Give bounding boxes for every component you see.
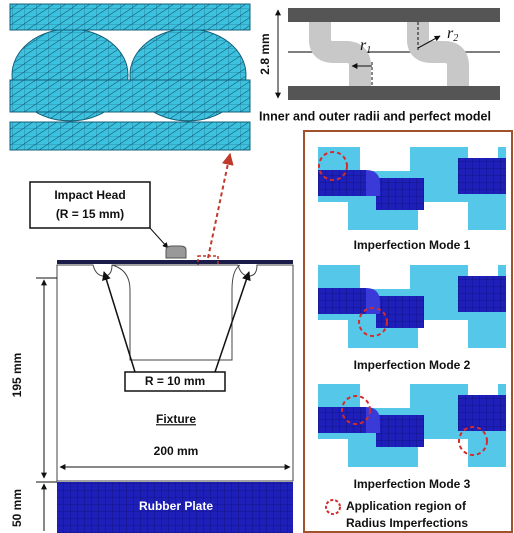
zoom-connector — [208, 154, 230, 258]
r-subscript: 2 — [453, 33, 458, 44]
impact-head-label: Impact Head — [54, 188, 125, 202]
mode-image — [318, 377, 506, 474]
impact-head — [166, 246, 186, 258]
page: {"perfect_model": {"thickness_label": "2… — [0, 0, 514, 533]
body: r1 r2 2.8 mm Inner and outer radii and p… — [0, 0, 514, 533]
wire-shape — [320, 22, 360, 86]
r2-label: r2 — [447, 25, 458, 45]
rubber-plate-label: Rubber Plate — [139, 499, 213, 513]
legend-text: Application region of — [346, 499, 467, 513]
rubber-height-label: 50 mm — [10, 489, 24, 527]
impact-head-radius: (R = 15 mm) — [56, 207, 124, 221]
r-subscript: 1 — [366, 45, 371, 56]
caption: Inner and outer radii and perfect model — [259, 109, 491, 123]
plate — [288, 8, 500, 22]
mode-caption: Imperfection Mode 2 — [354, 358, 471, 372]
mesh-band — [10, 122, 250, 150]
mode-caption: Imperfection Mode 3 — [354, 477, 471, 491]
mode-image — [318, 140, 506, 237]
mesh-band — [10, 80, 250, 112]
legend-text: Radius Imperfections — [346, 516, 468, 530]
mesh-band — [10, 4, 250, 30]
imperfection-panel: Imperfection Mode 1 Imperfection Mode 2 … — [304, 131, 512, 532]
mode-image — [318, 258, 506, 355]
specimen — [57, 260, 293, 264]
figure: r1 r2 2.8 mm Inner and outer radii and p… — [0, 0, 514, 533]
fixture-radius: R = 10 mm — [145, 374, 205, 388]
mesh-view — [10, 4, 250, 150]
perfect-model: r1 r2 2.8 mm Inner and outer radii and p… — [258, 8, 500, 123]
r1-label: r1 — [360, 37, 371, 57]
height-label: 195 mm — [10, 353, 24, 398]
mode-caption: Imperfection Mode 1 — [354, 238, 471, 252]
plate — [288, 86, 500, 100]
width-label: 200 mm — [154, 444, 199, 458]
thickness-label: 2.8 mm — [258, 33, 272, 74]
fixture-label: Fixture — [156, 412, 196, 426]
test-setup: Impact Head (R = 15 mm) R = 10 mm 195 mm… — [10, 182, 293, 533]
callout-arrow — [150, 228, 168, 248]
